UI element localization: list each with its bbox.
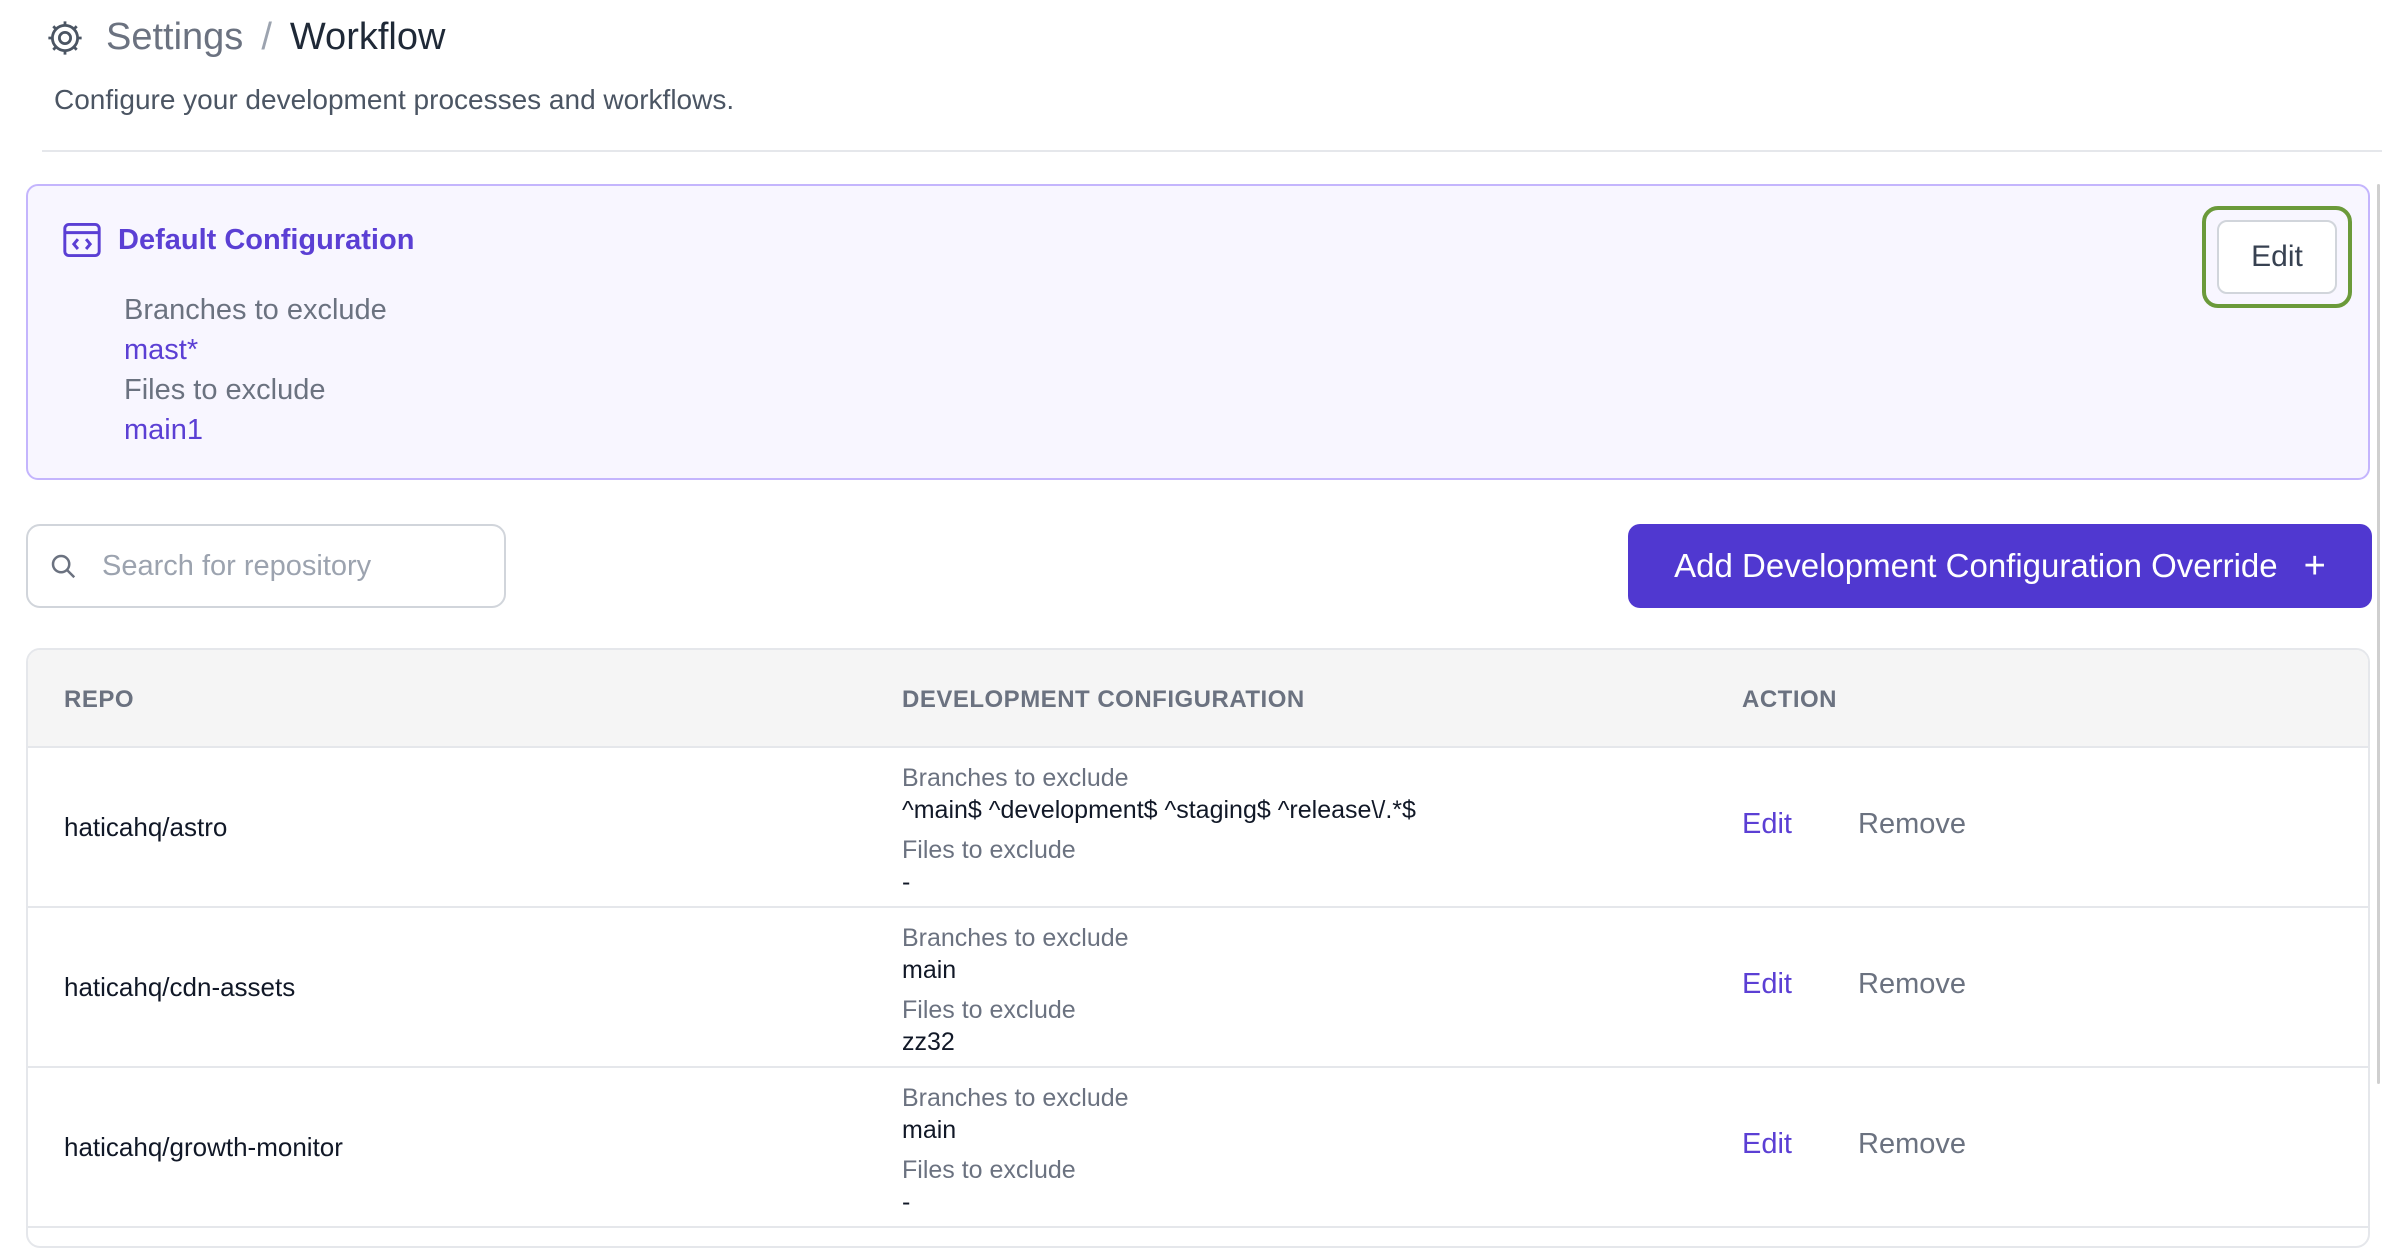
remove-button[interactable]: Remove [1858, 968, 1966, 1000]
search-icon [51, 554, 76, 579]
breadcrumb-separator: / [261, 16, 272, 58]
default-branches-label: Branches to exclude [124, 294, 387, 326]
repo-name: haticahq/astro [64, 812, 228, 842]
table-row: haticahq/growth-monitor Branches to excl… [28, 1068, 2368, 1228]
branches-label: Branches to exclude [902, 924, 1129, 952]
add-configuration-override-button[interactable]: Add Development Configuration Override + [1628, 524, 2372, 608]
repo-name: haticahq/cdn-assets [64, 972, 296, 1002]
add-configuration-override-label: Add Development Configuration Override [1674, 547, 2278, 584]
branches-value: main [902, 956, 957, 984]
branches-value: main [902, 1116, 957, 1144]
search-repository-input[interactable] [100, 548, 484, 584]
branches-label: Branches to exclude [902, 764, 1129, 792]
column-header-repo: REPO [64, 686, 135, 713]
default-files-value: main1 [124, 414, 203, 446]
table-header: REPO DEVELOPMENT CONFIGURATION ACTION [28, 650, 2368, 748]
files-value: - [902, 868, 911, 896]
page-title: Workflow [289, 16, 446, 58]
edit-button-focus-ring: Edit [2202, 206, 2352, 308]
table-row: haticahq/cdn-assets Branches to exclude … [28, 908, 2368, 1068]
default-branches-value: mast* [124, 334, 199, 366]
header-divider [42, 150, 2382, 152]
search-box[interactable] [26, 524, 506, 608]
branches-label: Branches to exclude [902, 1084, 1129, 1112]
edit-default-configuration-button[interactable]: Edit [2217, 220, 2337, 294]
files-label: Files to exclude [902, 1156, 1076, 1184]
remove-button[interactable]: Remove [1858, 1128, 1966, 1160]
remove-button[interactable]: Remove [1858, 808, 1966, 840]
default-files-label: Files to exclude [124, 374, 326, 406]
branches-value: ^main$ ^development$ ^staging$ ^release\… [902, 796, 1416, 824]
default-configuration-header: Default Configuration [62, 222, 414, 258]
edit-button[interactable]: Edit [1742, 968, 1792, 1000]
edit-button[interactable]: Edit [1742, 808, 1792, 840]
gear-icon [48, 20, 82, 55]
repository-configuration-table: REPO DEVELOPMENT CONFIGURATION ACTION ha… [26, 648, 2370, 1248]
files-label: Files to exclude [902, 996, 1076, 1024]
edit-button[interactable]: Edit [1742, 1128, 1792, 1160]
files-label: Files to exclude [902, 836, 1076, 864]
code-window-icon [63, 222, 101, 258]
page-subtitle: Configure your development processes and… [54, 84, 735, 115]
plus-icon: + [2303, 545, 2326, 587]
development-configuration-cell: Branches to exclude main Files to exclud… [902, 1082, 1129, 1226]
files-value: - [902, 1188, 911, 1216]
development-configuration-cell: Branches to exclude ^main$ ^development$… [902, 762, 1416, 906]
page-scrollbar[interactable] [2377, 184, 2380, 1084]
breadcrumb-settings[interactable]: Settings [106, 16, 244, 58]
repo-name: haticahq/growth-monitor [64, 1132, 343, 1162]
table-row: haticahq/astro Branches to exclude ^main… [28, 748, 2368, 908]
default-configuration-title: Default Configuration [118, 223, 415, 256]
default-configuration-card: Default Configuration Branches to exclud… [26, 184, 2370, 480]
column-header-action: ACTION [1742, 686, 1837, 713]
column-header-development-configuration: DEVELOPMENT CONFIGURATION [902, 686, 1305, 713]
development-configuration-cell: Branches to exclude main Files to exclud… [902, 922, 1129, 1066]
files-value: zz32 [902, 1028, 955, 1056]
page-header: Settings / Workflow [44, 16, 445, 59]
